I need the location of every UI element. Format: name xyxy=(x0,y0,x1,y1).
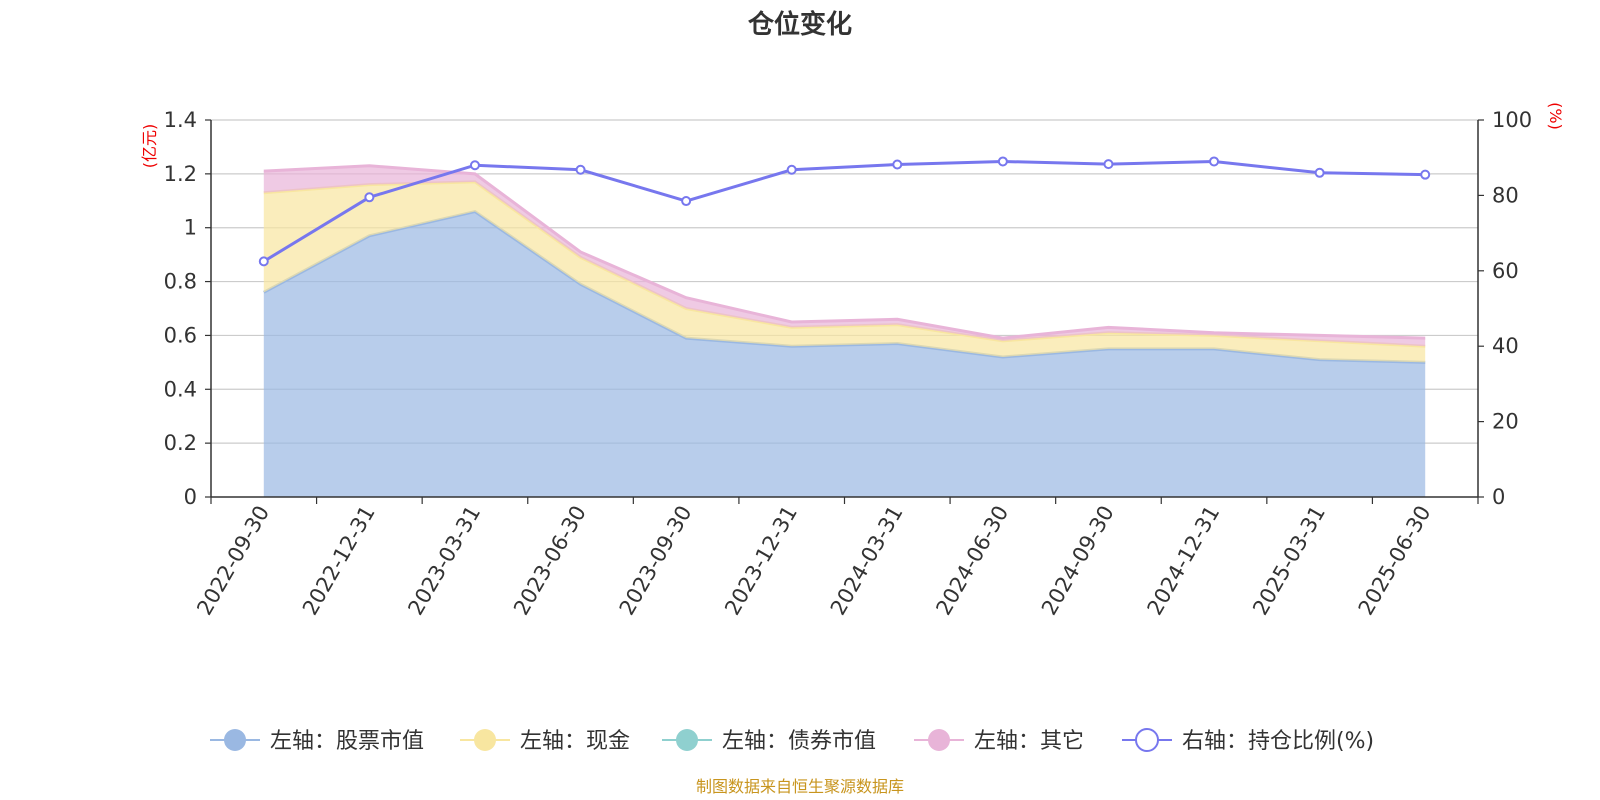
left-axis-tick-label: 1.2 xyxy=(164,162,197,186)
left-axis-tick-label: 0 xyxy=(184,485,197,509)
x-axis-tick-label: 2024-06-30 xyxy=(931,502,1013,620)
ratio-line-path xyxy=(263,159,1426,263)
legend-marker xyxy=(224,729,246,751)
right-axis-tick-label: 40 xyxy=(1492,334,1519,358)
area-edge-左轴：其它 xyxy=(263,164,1426,340)
right-axis-tick-label: 80 xyxy=(1492,183,1519,207)
right-axis-tick-label: 0 xyxy=(1492,485,1505,509)
x-axis-tick-label: 2022-09-30 xyxy=(192,502,274,620)
left-axis-tick-label: 0.4 xyxy=(164,377,197,401)
right-axis-tick-label: 100 xyxy=(1492,108,1532,132)
ratio-point xyxy=(1209,156,1220,167)
ratio-point xyxy=(786,164,797,175)
legend-marker xyxy=(1135,728,1159,752)
stacked-areas xyxy=(263,164,1426,498)
x-axis-tick-label: 2025-06-30 xyxy=(1354,502,1436,620)
ratio-point xyxy=(681,196,692,207)
legend-label: 左轴：现金 xyxy=(520,729,630,754)
x-axis-tick-label: 2024-03-31 xyxy=(826,502,908,620)
legend-marker xyxy=(928,729,950,751)
x-axis-tick-label: 2024-09-30 xyxy=(1037,502,1119,620)
right-axis-unit: (%) xyxy=(1546,102,1565,130)
left-axis-tick-label: 0.8 xyxy=(164,270,197,294)
x-axis-tick-label: 2023-12-31 xyxy=(720,502,802,620)
right-axis-tick-label: 20 xyxy=(1492,410,1519,434)
ratio-point xyxy=(1314,167,1325,178)
ratio-point xyxy=(1420,169,1431,180)
left-axis-tick-label: 1 xyxy=(184,216,197,240)
legend-label: 左轴：债券市值 xyxy=(722,729,876,754)
left-axis-unit: (亿元) xyxy=(140,124,159,169)
x-axis-tick-label: 2023-09-30 xyxy=(615,502,697,620)
left-axis-tick-label: 0.2 xyxy=(164,431,197,455)
ratio-point xyxy=(892,159,903,170)
ratio-point xyxy=(469,160,480,171)
left-axis-tick-label: 0.6 xyxy=(164,323,197,347)
left-axis-tick-label: 1.4 xyxy=(164,108,197,132)
legend-marker xyxy=(676,729,698,751)
x-axis-tick-label: 2022-12-31 xyxy=(298,502,380,620)
ratio-point xyxy=(1103,159,1114,170)
ratio-point xyxy=(364,192,375,203)
legend: 左轴：股票市值 左轴：现金 左轴：债券市值 左轴：其它 右轴：持仓比例(%) xyxy=(210,728,1374,754)
area-左轴：其它 xyxy=(263,165,1426,347)
area-左轴：股票市值 xyxy=(263,211,1426,498)
ratio-point xyxy=(258,256,269,267)
x-axis-tick-label: 2023-03-31 xyxy=(403,502,485,620)
legend-label: 右轴：持仓比例(%) xyxy=(1182,729,1374,754)
legend-label: 左轴：其它 xyxy=(974,729,1084,754)
data-source-note: 制图数据来自恒生聚源数据库 xyxy=(696,777,904,796)
ratio-point xyxy=(575,164,586,175)
legend-label: 左轴：股票市值 xyxy=(270,729,424,754)
x-axis-tick-label: 2023-06-30 xyxy=(509,502,591,620)
ratio-line xyxy=(258,156,1431,267)
ratio-point xyxy=(997,156,1008,167)
legend-marker xyxy=(474,729,496,751)
x-axis-tick-label: 2024-12-31 xyxy=(1143,502,1225,620)
chart-title: 仓位变化 xyxy=(747,9,852,40)
right-axis-tick-label: 60 xyxy=(1492,259,1519,283)
x-axis-tick-label: 2025-03-31 xyxy=(1248,502,1330,620)
